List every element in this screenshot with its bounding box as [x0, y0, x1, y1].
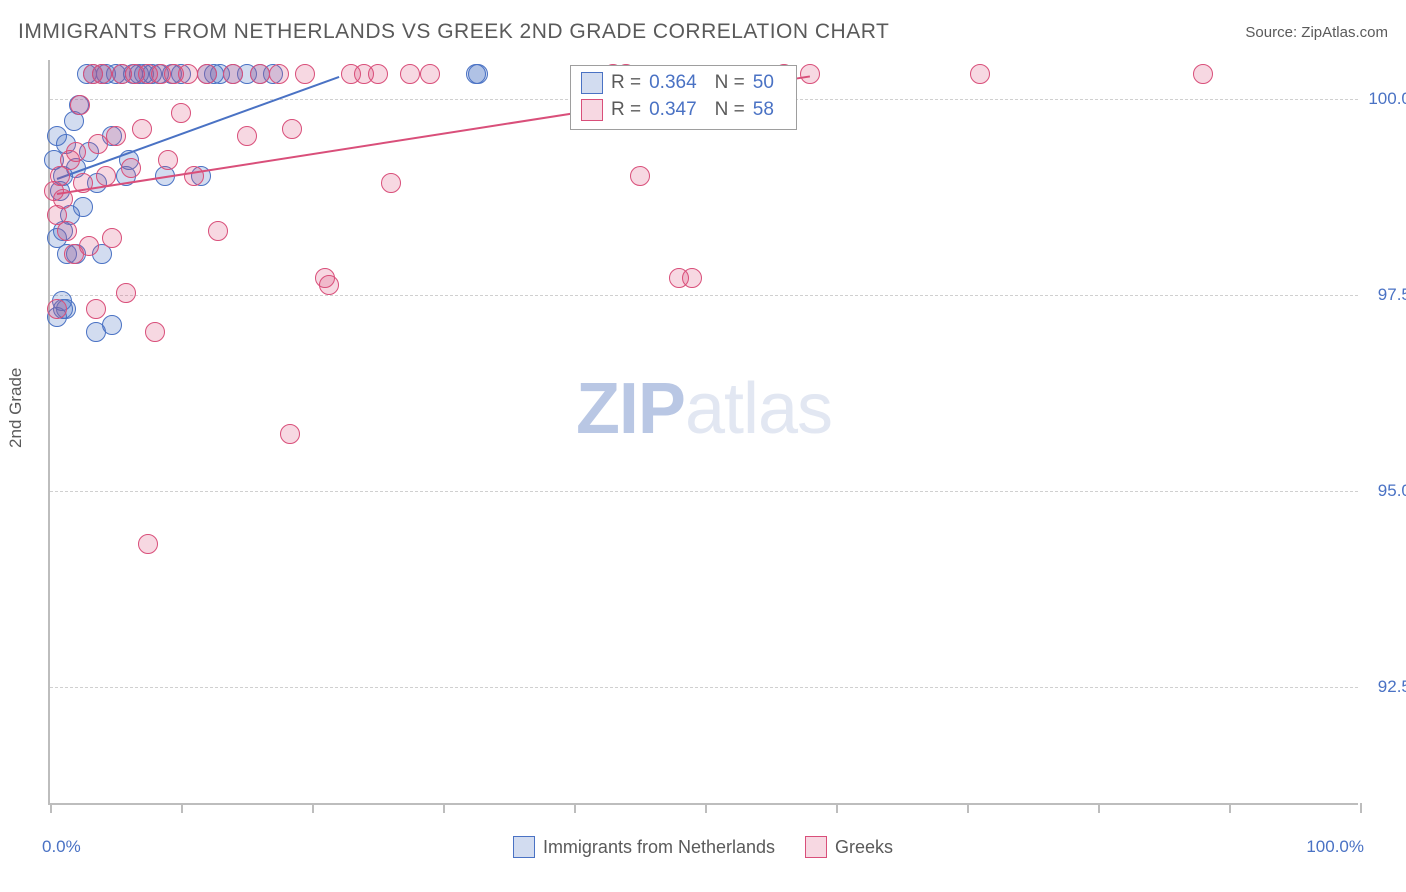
stats-row: R = 0.364 N = 50 [581, 70, 784, 97]
x-tick [1229, 803, 1231, 813]
source-attribution: Source: ZipAtlas.com [1245, 24, 1388, 41]
data-point [282, 119, 302, 139]
data-point [468, 64, 488, 84]
legend-swatch [513, 836, 535, 858]
y-tick-label: 100.0% [1368, 89, 1406, 109]
gridline-h [50, 295, 1358, 296]
data-point [145, 322, 165, 342]
data-point [1193, 64, 1213, 84]
x-tick [443, 803, 445, 813]
data-point [208, 221, 228, 241]
legend-swatch [805, 836, 827, 858]
x-tick [836, 803, 838, 813]
data-point [237, 126, 257, 146]
x-tick [574, 803, 576, 813]
stat-r-value: 0.364 [649, 70, 697, 97]
stats-row: R = 0.347 N = 58 [581, 97, 784, 124]
x-tick [50, 803, 52, 813]
data-point [47, 299, 67, 319]
legend-label: Immigrants from Netherlands [543, 837, 775, 858]
data-point [96, 166, 116, 186]
x-tick [967, 803, 969, 813]
legend-swatch [581, 72, 603, 94]
watermark-light: atlas [685, 369, 832, 449]
data-point [102, 315, 122, 335]
data-point [630, 166, 650, 186]
data-point [92, 64, 112, 84]
data-point [800, 64, 820, 84]
data-point [400, 64, 420, 84]
x-tick [1098, 803, 1100, 813]
legend-swatch [581, 99, 603, 121]
data-point [121, 158, 141, 178]
data-point [295, 64, 315, 84]
x-tick [705, 803, 707, 813]
x-tick [312, 803, 314, 813]
stat-n-label: N = [715, 97, 745, 124]
bottom-legend: Immigrants from Netherlands Greeks [0, 836, 1406, 858]
watermark-bold: ZIP [576, 369, 685, 449]
data-point [79, 236, 99, 256]
data-point [319, 275, 339, 295]
gridline-h [50, 491, 1358, 492]
stat-n-value: 58 [753, 97, 774, 124]
y-tick-label: 97.5% [1378, 285, 1406, 305]
stat-r-value: 0.347 [649, 97, 697, 124]
source-name: ZipAtlas.com [1301, 24, 1388, 41]
data-point [184, 166, 204, 186]
stat-r-label: R = [611, 97, 641, 124]
legend-item: Greeks [805, 836, 893, 858]
x-tick [181, 803, 183, 813]
x-tick [1360, 803, 1362, 813]
data-point [280, 424, 300, 444]
y-axis-title: 2nd Grade [6, 368, 26, 448]
data-point [368, 64, 388, 84]
chart-title: IMMIGRANTS FROM NETHERLANDS VS GREEK 2ND… [18, 20, 889, 44]
data-point [70, 95, 90, 115]
data-point [171, 103, 191, 123]
y-tick-label: 95.0% [1378, 481, 1406, 501]
chart-header: IMMIGRANTS FROM NETHERLANDS VS GREEK 2ND… [0, 0, 1406, 54]
data-point [420, 64, 440, 84]
data-point [682, 268, 702, 288]
data-point [381, 173, 401, 193]
y-tick-label: 92.5% [1378, 677, 1406, 697]
data-point [106, 126, 126, 146]
gridline-h [50, 687, 1358, 688]
legend-item: Immigrants from Netherlands [513, 836, 775, 858]
data-point [86, 299, 106, 319]
data-point [223, 64, 243, 84]
stat-r-label: R = [611, 70, 641, 97]
data-point [57, 221, 77, 241]
data-point [269, 64, 289, 84]
data-point [132, 119, 152, 139]
watermark: ZIPatlas [576, 368, 832, 450]
data-point [970, 64, 990, 84]
plot-region: ZIPatlas 92.5%95.0%97.5%100.0%R =0.364N … [48, 60, 1358, 805]
data-point [73, 197, 93, 217]
stats-box: R = 0.364 N = 50 R = 0.347 N = 58 [570, 65, 797, 130]
data-point [197, 64, 217, 84]
source-prefix: Source: [1245, 24, 1301, 41]
legend-label: Greeks [835, 837, 893, 858]
data-point [102, 228, 122, 248]
data-point [250, 64, 270, 84]
data-point [138, 534, 158, 554]
data-point [116, 283, 136, 303]
chart-area: ZIPatlas 92.5%95.0%97.5%100.0%R =0.364N … [48, 60, 1358, 805]
stat-n-value: 50 [753, 70, 774, 97]
stat-n-label: N = [715, 70, 745, 97]
data-point [158, 150, 178, 170]
data-point [66, 142, 86, 162]
data-point [178, 64, 198, 84]
